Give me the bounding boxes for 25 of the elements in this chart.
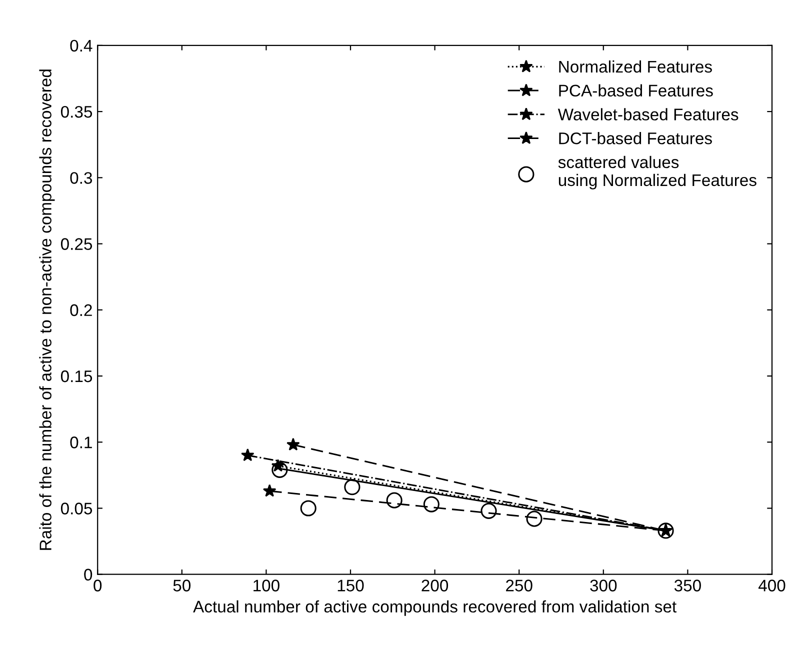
y-axis-title: Raito of the number of active to non-active compounds recovered: [39, 70, 55, 550]
y-tick-label: 0.25: [60, 238, 92, 250]
y-tick-label: 0.4: [70, 40, 92, 52]
x-tick-label: 300: [590, 580, 617, 592]
x-tick-label: 350: [674, 580, 701, 592]
y-tick-label: 0: [84, 568, 92, 581]
y-tick-label: 0.1: [70, 436, 92, 448]
legend-label: Normalized Features: [559, 60, 712, 73]
y-tick-label: 0.3: [70, 172, 92, 184]
x-tick-label: 50: [173, 580, 191, 592]
x-axis-title: Actual number of active compounds recovered from validation set: [193, 600, 676, 616]
y-tick-label: 0.05: [60, 502, 92, 514]
x-tick-label: 0: [94, 580, 102, 592]
x-tick-label: 150: [338, 580, 364, 592]
y-tick-label: 0.35: [60, 106, 92, 118]
y-tick-label: 0.15: [60, 370, 92, 382]
x-tick-label: 250: [506, 580, 532, 592]
legend-label: DCT-based Features: [559, 132, 712, 144]
legend-label: PCA-based Features: [559, 84, 713, 97]
legend-label: Wavelet-based Features: [558, 108, 738, 120]
y-tick-label: 0.2: [70, 304, 92, 316]
legend-label: scattered values using Normalized Features: [558, 156, 756, 190]
x-tick-label: 400: [758, 580, 786, 592]
x-tick-label: 200: [422, 580, 448, 592]
x-tick-label: 100: [254, 580, 280, 592]
